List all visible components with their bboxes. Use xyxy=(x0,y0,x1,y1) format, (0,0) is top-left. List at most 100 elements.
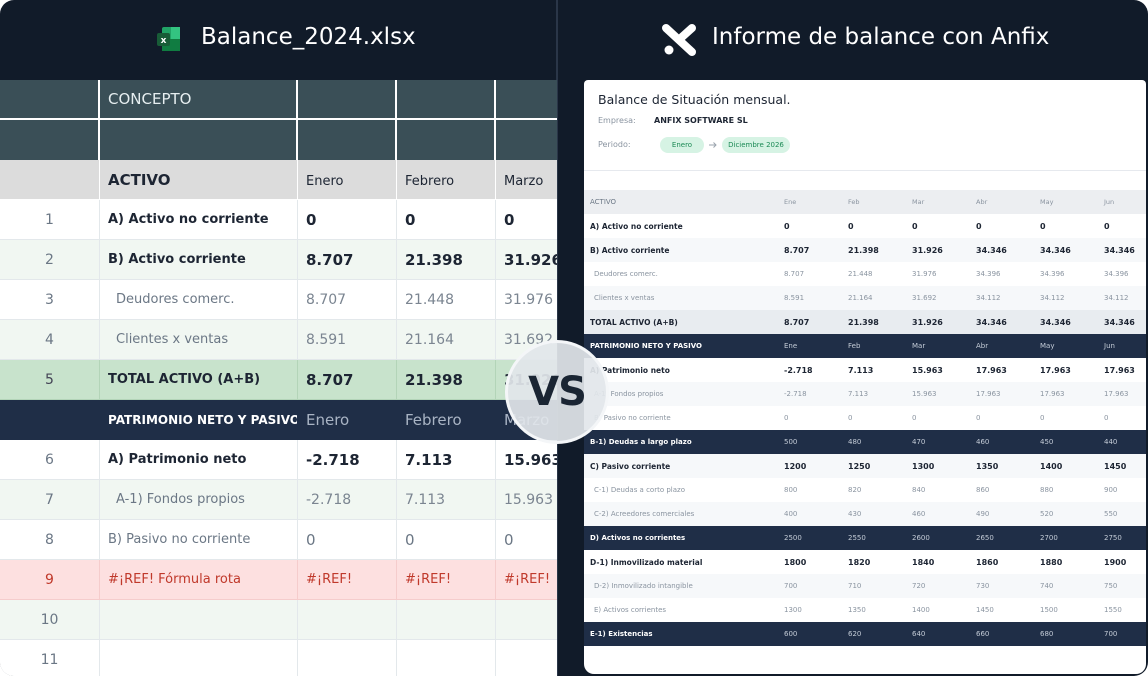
company-label: Empresa: xyxy=(598,116,636,125)
period-label: Periodo: xyxy=(598,140,631,149)
row-value: 34.396 xyxy=(976,270,1001,278)
row-value: 1350 xyxy=(848,606,866,614)
row-label: D) Activos no corrientes xyxy=(590,534,686,542)
row-value: 34.346 xyxy=(1104,245,1135,255)
row-value: 2650 xyxy=(976,534,994,542)
report-row xyxy=(584,550,1146,574)
row-value: 0 xyxy=(784,414,789,422)
row-value: Ene xyxy=(784,198,797,206)
row-value: 1400 xyxy=(912,606,930,614)
row-value: 34.112 xyxy=(1104,294,1129,302)
value-cell: #¡REF! xyxy=(496,560,557,600)
row-value: 0 xyxy=(1104,221,1110,231)
row-number: 5 xyxy=(0,360,100,400)
row-value: 1880 xyxy=(1040,557,1063,567)
row-number: 6 xyxy=(0,440,100,480)
row-value: 17.963 xyxy=(1104,390,1129,398)
vs-badge: VS xyxy=(505,340,609,444)
row-value: 0 xyxy=(912,414,917,422)
row-value: 1350 xyxy=(976,461,999,471)
row-value: 34.112 xyxy=(1040,294,1065,302)
value-cell: 8.707 xyxy=(298,280,397,320)
row-value: 700 xyxy=(1104,630,1118,638)
concept-cell: PATRIMONIO NETO Y PASIVO xyxy=(100,400,298,440)
period-arrow xyxy=(709,142,717,148)
row-value: 0 xyxy=(1040,221,1046,231)
period-from[interactable]: Enero xyxy=(660,137,704,153)
row-number: 9 xyxy=(0,560,100,600)
value-cell xyxy=(298,600,397,640)
value-cell: 0 xyxy=(298,200,397,240)
row-label: C-1) Deudas a corto plazo xyxy=(594,486,685,494)
row-value: Abr xyxy=(976,198,988,206)
value-cell: 8.707 xyxy=(298,360,397,400)
row-value: Feb xyxy=(848,198,860,206)
value-cell: Febrero xyxy=(397,400,496,440)
report-row xyxy=(584,310,1146,334)
report-app-title: Informe de balance con Anfix xyxy=(712,24,1050,50)
row-value: Jun xyxy=(1104,342,1115,350)
value-cell: -2.718 xyxy=(298,480,397,520)
row-number: 7 xyxy=(0,480,100,520)
header-cell xyxy=(0,120,100,160)
concept-cell: Clientes x ventas xyxy=(100,320,298,360)
row-value: May xyxy=(1040,342,1055,350)
row-value: 21.164 xyxy=(848,294,873,302)
row-label: A) Patrimonio neto xyxy=(590,365,670,375)
row-value: 17.963 xyxy=(1040,365,1071,375)
value-cell xyxy=(496,640,557,676)
company-name: ANFIX SOFTWARE SL xyxy=(654,116,748,125)
value-cell: #¡REF! xyxy=(298,560,397,600)
row-value: 480 xyxy=(848,438,862,446)
row-value: -2.718 xyxy=(784,365,813,375)
row-value: 600 xyxy=(784,630,798,638)
row-value: 34.346 xyxy=(1040,245,1071,255)
row-value: 0 xyxy=(1040,414,1045,422)
row-value: 1450 xyxy=(1104,461,1127,471)
row-value: 500 xyxy=(784,438,798,446)
report-row xyxy=(584,286,1146,310)
row-value: 710 xyxy=(848,582,862,590)
header-cell xyxy=(496,120,557,160)
row-value: 1300 xyxy=(912,461,935,471)
concept-cell xyxy=(100,600,298,640)
spreadsheet: CONCEPTO ACTIVO Enero Febrero Marzo 1 A) Acti… xyxy=(0,80,557,676)
report-title: Balance de Situación mensual. xyxy=(598,92,791,107)
row-number: 1 xyxy=(0,200,100,240)
report-row xyxy=(584,622,1146,646)
value-cell: 8.707 xyxy=(298,240,397,280)
report-row xyxy=(584,502,1146,526)
row-value: 660 xyxy=(976,630,990,638)
row-number: 11 xyxy=(0,640,100,676)
value-cell: 15.963 xyxy=(496,440,557,480)
value-cell: 7.113 xyxy=(397,480,496,520)
header-cell xyxy=(298,120,397,160)
row-value: 8.707 xyxy=(784,245,810,255)
report-row xyxy=(584,262,1146,286)
report-row xyxy=(584,214,1146,238)
row-value: 1840 xyxy=(912,557,935,567)
row-value: 17.963 xyxy=(976,365,1007,375)
row-value: 17.963 xyxy=(976,390,1001,398)
row-value: 440 xyxy=(1104,438,1118,446)
row-number: 10 xyxy=(0,600,100,640)
concept-cell: B) Activo corriente xyxy=(100,240,298,280)
value-cell xyxy=(397,600,496,640)
row-value: 1800 xyxy=(784,557,807,567)
value-cell: Enero xyxy=(298,160,397,200)
header-cell xyxy=(298,80,397,120)
row-value: 800 xyxy=(784,486,798,494)
row-value: 8.591 xyxy=(784,294,805,302)
report-row xyxy=(584,526,1146,550)
row-value: 730 xyxy=(976,582,990,590)
report-row xyxy=(584,454,1146,478)
period-to[interactable]: Diciembre 2026 xyxy=(722,137,790,153)
row-value: Jun xyxy=(1104,198,1115,206)
row-value: Mar xyxy=(912,198,925,206)
report-card: Balance de Situación mensual. Empresa: A… xyxy=(584,80,1146,674)
anfix-logo xyxy=(662,24,696,56)
row-value: 15.963 xyxy=(912,365,943,375)
row-value: Ene xyxy=(784,342,798,350)
value-cell: 31.926 xyxy=(496,240,557,280)
